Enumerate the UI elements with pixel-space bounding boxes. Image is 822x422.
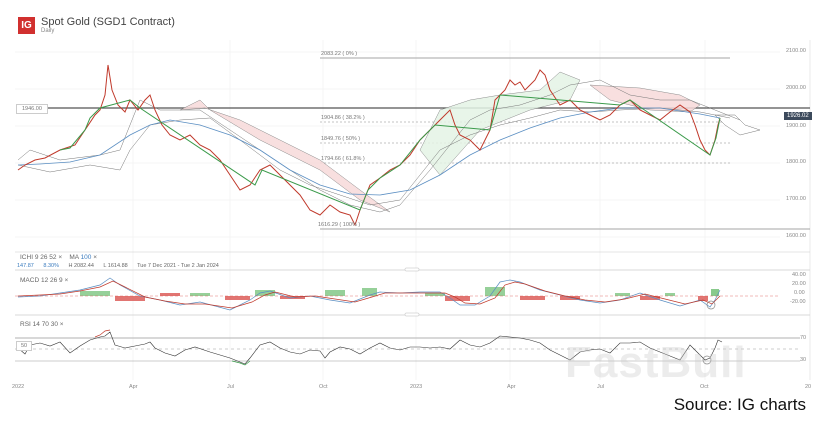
macd-legend: MACD 12 26 9 × [20,277,69,284]
ma-100-line [17,107,721,196]
signal-line [17,280,721,309]
x-tick: Oct [319,384,328,390]
y-tick: 1900.00 [786,123,806,129]
pane-resize-handle[interactable] [404,312,420,317]
ichimoku-cloud-bullish [419,71,581,176]
ig-logo: IG [18,17,35,34]
instrument-title: Spot Gold (SGD1 Contract) [41,16,175,28]
fib-label-618: 1794.66 ( 61.8% ) [321,156,365,162]
fib-label-0: 2083.22 ( 0% ) [321,51,358,57]
y-tick: 1800.00 [786,159,806,165]
rsi-marker [702,355,712,365]
horizontal-level-tag[interactable]: 1946.00 [16,104,48,114]
rsi-tick: 70 [800,335,807,341]
x-tick: Jul [597,384,605,390]
x-tick: Apr [507,384,516,390]
rsi-line [17,331,723,365]
rsi-mid-tag: 50 [16,341,33,351]
x-tick: Jul [227,384,235,390]
grid-lines [15,40,780,380]
y-tick: 2000.00 [786,85,806,91]
fib-label-100: 1616.29 ( 100% ) [318,222,361,228]
macd-tick: -20.00 [790,299,806,305]
fib-label-50: 1849.76 ( 50% ) [321,136,361,142]
macd-crossover-marker [706,300,716,310]
rsi-tick: 30 [800,357,807,363]
x-tick: Apr [129,384,138,390]
macd-tick: 0.00 [794,290,805,296]
rsi-legend: RSI 14 70 30 × [20,321,64,328]
macd-tick: 40.00 [792,272,806,278]
stats-bar: 147.87 8.30% H 2082.44 L 1614.88 Tue 7 D… [17,263,219,269]
ichimoku-legend: ICHI 9 26 52 × MA 100 × [20,254,98,261]
remove-rsi-icon[interactable]: × [59,321,64,328]
remove-ichimoku-icon[interactable]: × [58,254,63,261]
macd-tick: 20.00 [792,281,806,287]
y-tick: 1700.00 [786,196,806,202]
watermark: FastBull [565,338,747,387]
y-tick: 1600.00 [786,233,806,239]
pane-resize-handle[interactable] [404,267,420,272]
x-tick: 2023 [410,384,423,390]
price-line [17,64,721,227]
current-price-tag: 1926.02 [784,112,812,120]
remove-ma-icon[interactable]: × [93,254,98,261]
fib-label-382: 1904.86 ( 38.2% ) [321,115,365,121]
x-tick: 20 [805,384,812,390]
timeframe-label: Daily [41,28,55,34]
chart-header: IG Spot Gold (SGD1 Contract) Daily [18,16,175,35]
ichimoku-cloud-bearish [179,99,391,213]
x-tick: 2022 [12,384,25,390]
y-tick: 2100.00 [786,48,806,54]
source-caption: Source: IG charts [673,395,806,414]
remove-macd-icon[interactable]: × [64,277,69,284]
x-tick: Oct [700,384,709,390]
